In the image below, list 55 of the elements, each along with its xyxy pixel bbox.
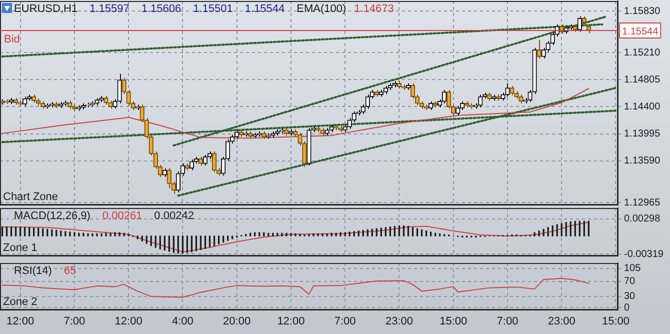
x-tick-label: 23:00 bbox=[548, 316, 576, 328]
annotation: 65 bbox=[64, 265, 76, 277]
chart-title: MACD(12,26,9) bbox=[14, 210, 90, 222]
y-tick-label: 0 bbox=[624, 302, 630, 314]
candlestick bbox=[505, 82, 510, 98]
candlestick bbox=[446, 89, 452, 110]
y-tick-label: 30 bbox=[624, 291, 636, 302]
annotation: 0.00242 bbox=[154, 210, 194, 222]
candlestick bbox=[202, 154, 208, 166]
annotation: 1.15597 bbox=[90, 3, 130, 15]
ref-line-label: Bid bbox=[4, 34, 20, 46]
annotation: 1.15544 bbox=[244, 3, 285, 15]
chart-title: EURUSD,H1 bbox=[14, 3, 78, 15]
x-tick-label: 7:00 bbox=[334, 316, 356, 328]
candlestick bbox=[456, 106, 460, 116]
x-tick-label: 7:00 bbox=[64, 316, 86, 328]
annotation: 1.15606 bbox=[141, 3, 182, 15]
y-tick-label: 1.13995 bbox=[624, 128, 661, 140]
candlestick bbox=[536, 39, 542, 60]
y-tick-label: 1.13590 bbox=[624, 156, 661, 167]
annotation: 0.00261 bbox=[102, 210, 142, 222]
y-tick-label: 1.14400 bbox=[624, 101, 661, 112]
annotation: Zone 1 bbox=[3, 242, 38, 254]
x-tick-label: 7:00 bbox=[496, 316, 518, 328]
candlestick bbox=[577, 16, 582, 32]
candlestick bbox=[189, 159, 194, 171]
y-tick-label: 105 bbox=[624, 263, 642, 274]
y-tick-label: 70 bbox=[624, 276, 636, 288]
y-tick-label: -0.00319 bbox=[624, 248, 664, 260]
y-tick-label: 1.14805 bbox=[624, 74, 661, 86]
annotation: EMA(100) bbox=[296, 3, 346, 15]
x-tick-label: 12:00 bbox=[6, 316, 34, 328]
x-tick-label: 15:00 bbox=[602, 316, 630, 328]
y-tick-label: 0.00298 bbox=[624, 214, 661, 225]
x-tick-label: 23:00 bbox=[385, 316, 413, 328]
annotation: Zone 2 bbox=[3, 296, 38, 308]
candlestick bbox=[410, 82, 416, 100]
chart-title: RSI(14) bbox=[14, 265, 52, 277]
text: 1.15544 bbox=[622, 26, 658, 38]
x-tick-label: 15:00 bbox=[440, 316, 468, 328]
candlestick bbox=[212, 150, 217, 173]
annotation: 1.14673 bbox=[354, 3, 394, 15]
y-tick-label: 1.12965 bbox=[624, 197, 661, 208]
y-tick-label: 1.15830 bbox=[624, 6, 661, 17]
candlestick bbox=[541, 47, 546, 60]
annotation: Chart Zone bbox=[3, 191, 58, 203]
x-tick-label: 4:00 bbox=[172, 316, 194, 328]
y-tick-label: 1.15210 bbox=[624, 47, 661, 58]
x-tick-label: 12:00 bbox=[277, 316, 305, 328]
candlestick bbox=[22, 96, 28, 107]
candlestick bbox=[510, 85, 514, 96]
candlestick bbox=[478, 94, 483, 108]
x-tick-label: 20:00 bbox=[223, 316, 251, 328]
x-tick-label: 12:00 bbox=[114, 316, 142, 328]
annotation: 1.15501 bbox=[193, 3, 233, 15]
